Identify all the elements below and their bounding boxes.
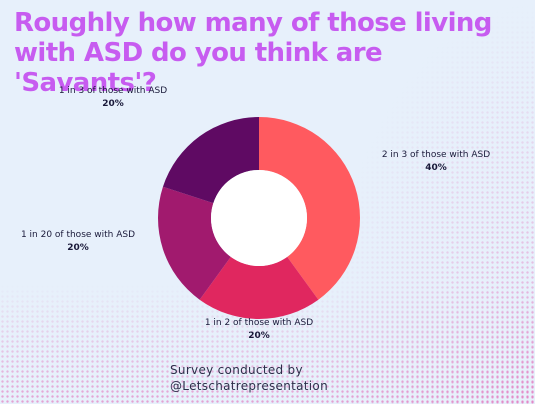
donut-hole [211, 170, 307, 266]
survey-credit: Survey conducted by @Letschatrepresentat… [170, 362, 328, 394]
slice-value-label: 20% [102, 99, 124, 109]
chart-title: Roughly how many of those living with AS… [14, 8, 492, 98]
donut-slice [157, 186, 231, 300]
slice-label: 1 in 20 of those with ASD [21, 230, 135, 240]
slice-label: 1 in 2 of those with ASD [205, 318, 313, 328]
donut-slice [259, 117, 361, 300]
slice-value-label: 20% [67, 243, 89, 253]
slice-label: 1 in 3 of those with ASD [59, 86, 167, 96]
donut-slice [199, 256, 319, 319]
donut-slice [162, 117, 259, 204]
credit-line-1: Survey conducted by [170, 363, 303, 377]
slice-value-label: 40% [425, 163, 447, 173]
credit-handle: @Letschatrepresentation [170, 379, 328, 393]
slice-value-label: 20% [248, 331, 270, 341]
slice-label: 2 in 3 of those with ASD [382, 150, 490, 160]
